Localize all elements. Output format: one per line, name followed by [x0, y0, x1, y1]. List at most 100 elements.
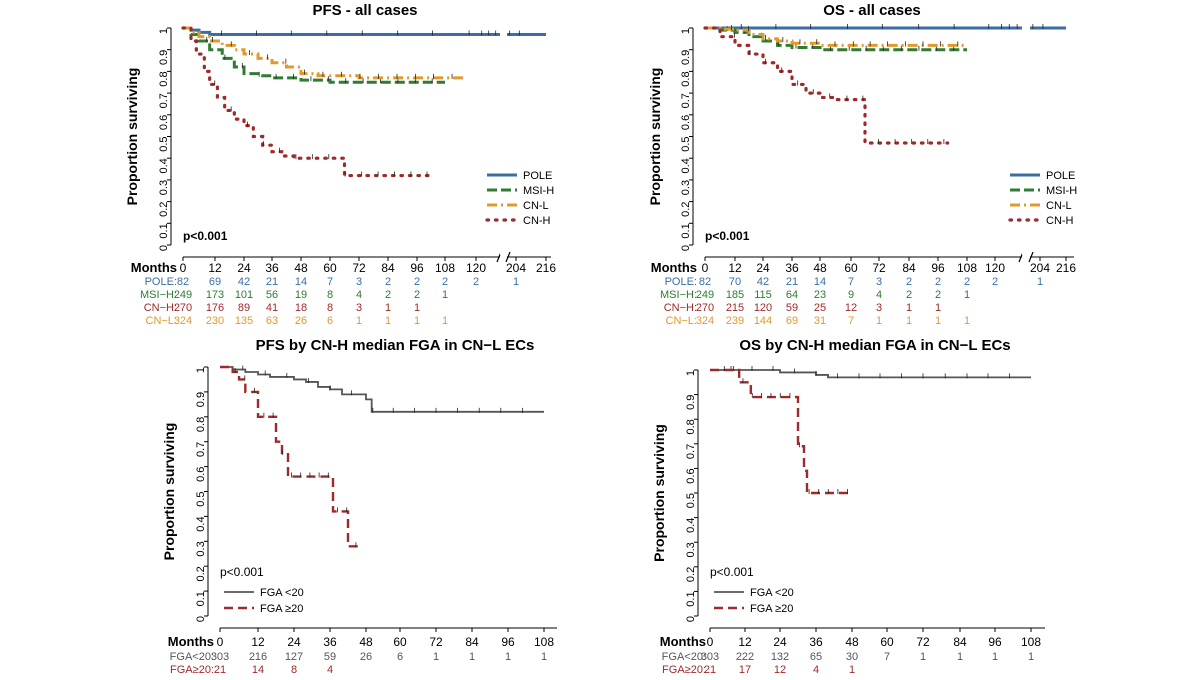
p-value: p<0.001 [183, 229, 228, 243]
risk-table-cell: 4 [876, 289, 882, 301]
risk-table-cell: 14 [295, 276, 307, 288]
y-tick-label: 0.6 [158, 115, 170, 130]
y-tick-label: 0.8 [158, 71, 170, 86]
y-tick-label: 1 [685, 370, 697, 376]
legend-label: FGA <20 [750, 587, 794, 599]
y-tick-label: 0.1 [680, 223, 692, 238]
censor-marks-cn-l [731, 25, 959, 47]
risk-table-cell: 120 [754, 302, 772, 314]
risk-table-cell: 215 [726, 302, 744, 314]
risk-table-months-label: Months [131, 260, 177, 275]
risk-table-cell: 173 [206, 289, 224, 301]
risk-table-cell: 101 [235, 289, 253, 301]
risk-table-cell: 1 [505, 651, 511, 663]
y-tick-label: 0.4 [685, 518, 697, 533]
risk-table-cell: 249 [174, 289, 192, 301]
risk-table-cell: 1 [356, 315, 362, 327]
risk-table-month-tick: 84 [381, 261, 395, 275]
risk-table-month-tick: 36 [323, 635, 337, 649]
risk-table-cell: 69 [209, 276, 221, 288]
km-panel-os-fga: OS by CN-H median FGA in CN−L ECs Proport… [651, 337, 1045, 676]
y-tick-label: 0.4 [195, 516, 207, 531]
risk-table-cell: 64 [786, 289, 798, 301]
p-value: p<0.001 [220, 565, 264, 579]
risk-table-cell: 69 [786, 315, 798, 327]
risk-table-month-tick: 204 [1030, 261, 1050, 275]
risk-table-cell: 303 [211, 651, 229, 663]
risk-table-cell: 3 [876, 276, 882, 288]
risk-table-month-tick: 12 [251, 635, 265, 649]
risk-table-cell: 18 [295, 302, 307, 314]
censor-marks-msi-h [726, 26, 955, 51]
risk-table-cell: 12 [845, 302, 857, 314]
legend: FGA <20 FGA ≥20 [224, 587, 304, 615]
risk-table-cell: 2 [992, 276, 998, 288]
risk-table-cell: 82 [699, 276, 711, 288]
risk-table-cell: 135 [235, 315, 253, 327]
risk-table-cell: 7 [327, 276, 333, 288]
legend-label: POLE [523, 170, 552, 182]
risk-table-cell: 23 [814, 289, 826, 301]
chart-title: PFS by CN-H median FGA in CN−L ECs [256, 337, 535, 354]
risk-table-cell: 1 [385, 302, 391, 314]
risk-table-row-label: FGA<20: [662, 651, 706, 663]
risk-table-row-label: FGA≥20: [170, 664, 214, 675]
risk-table-cell: 3 [356, 302, 362, 314]
risk-table-cell: 31 [814, 315, 826, 327]
risk-table-cell: 1 [964, 315, 970, 327]
risk-table-cell: 239 [726, 315, 744, 327]
censor-marks-fga-20 [242, 365, 523, 413]
risk-table-month-tick: 12 [728, 261, 742, 275]
y-axis-label: Proportion surviving [161, 423, 177, 561]
y-tick-label: 0.1 [158, 223, 170, 238]
risk-table-month-tick: 36 [785, 261, 799, 275]
risk-table-cell: 1 [906, 315, 912, 327]
risk-table-cell: 6 [327, 315, 333, 327]
risk-table-cell: 2 [473, 276, 479, 288]
y-tick-label: 0.9 [685, 395, 697, 410]
risk-table-month-tick: 84 [953, 635, 967, 649]
risk-table-cell: 14 [814, 276, 826, 288]
risk-table-cell: 1 [541, 651, 547, 663]
risk-table-cell: 4 [327, 664, 333, 675]
risk-table-month-tick: 36 [809, 635, 823, 649]
risk-table-cell: 1 [385, 315, 391, 327]
risk-table-cell: 14 [252, 664, 264, 675]
risk-table-month-tick: 84 [465, 635, 479, 649]
risk-table-cell: 127 [285, 651, 303, 663]
risk-table-cell: 1 [992, 651, 998, 663]
series-cn-h [181, 26, 433, 178]
risk-table-cell: 270 [696, 302, 714, 314]
risk-table-row-label: POLE: [145, 276, 177, 288]
risk-table-cell: 1 [442, 289, 448, 301]
y-tick-label: 0 [158, 245, 170, 251]
y-tick-label: 0.8 [680, 71, 692, 86]
risk-table-row-label: MSI−H: [660, 289, 697, 301]
series-fga-20 [220, 366, 544, 413]
risk-table-cell: 185 [726, 289, 744, 301]
risk-table-month-tick: 24 [287, 635, 301, 649]
series-pole [183, 26, 546, 37]
risk-table-cell: 3 [876, 302, 882, 314]
y-tick-label: 0.8 [685, 419, 697, 434]
y-tick-label: 0.7 [158, 93, 170, 108]
risk-table-month-tick: 72 [872, 261, 886, 275]
risk-table-cell: 42 [238, 276, 250, 288]
risk-table-month-tick: 96 [931, 261, 945, 275]
y-tick-label: 0.5 [685, 493, 697, 508]
risk-table-cell: 1 [920, 651, 926, 663]
risk-table-cell: 1 [414, 302, 420, 314]
risk-table-cell: 324 [696, 315, 714, 327]
y-tick-label: 0.7 [680, 93, 692, 108]
risk-table-month-tick: 48 [359, 635, 373, 649]
y-tick-label: 1 [158, 28, 170, 34]
y-tick-label: 0 [680, 245, 692, 251]
legend-label: CN-H [523, 215, 551, 227]
risk-table-month-tick: 216 [1056, 261, 1076, 275]
risk-table-cell: 41 [266, 302, 278, 314]
risk-table-cell: 8 [291, 664, 297, 675]
risk-table-month-tick: 108 [534, 635, 554, 649]
axis-break-gap [1022, 20, 1030, 255]
